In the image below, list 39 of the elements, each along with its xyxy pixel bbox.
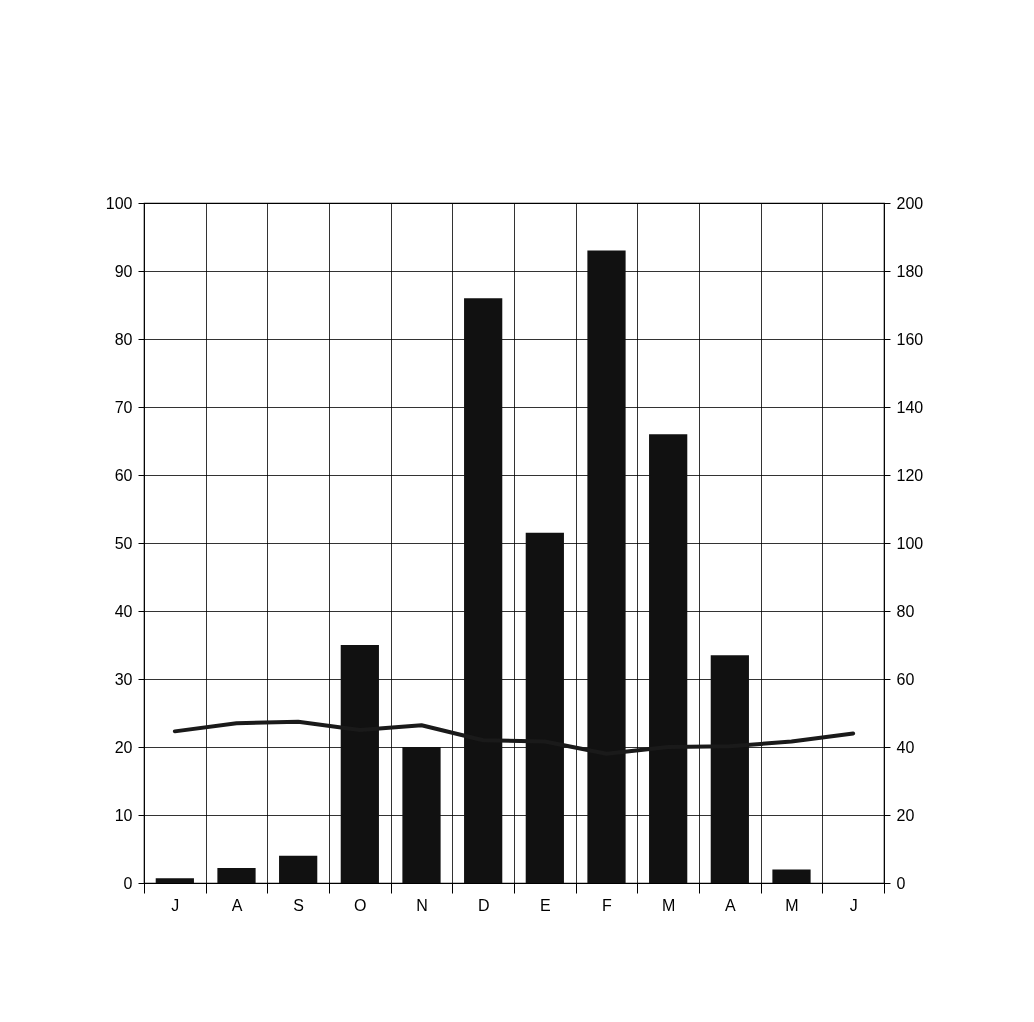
y-tick-label: 70: [114, 398, 133, 416]
y-tick-label: 40: [114, 602, 133, 620]
bar: [279, 855, 318, 883]
y2-tick-label: 160: [896, 330, 924, 348]
x-tick-label: N: [416, 896, 428, 914]
y-tick-label: 60: [114, 466, 133, 484]
y2-tick-label: 140: [896, 398, 924, 416]
y-tick-label: 90: [114, 262, 133, 280]
bar: [402, 747, 441, 883]
y-tick-label: 10: [114, 806, 133, 824]
x-tick-label: F: [602, 896, 613, 914]
y-tick-label: 50: [114, 534, 133, 552]
y2-tick-label: 0: [896, 874, 906, 892]
bar: [217, 868, 256, 883]
x-tick-label: M: [785, 896, 799, 914]
x-tick-label: M: [662, 896, 676, 914]
bar: [772, 869, 811, 883]
x-tick-label: J: [171, 896, 180, 914]
y-tick-label: 20: [114, 738, 133, 756]
y-tick-label: 80: [114, 330, 133, 348]
x-tick-label: O: [354, 896, 367, 914]
y-tick-label: 100: [105, 194, 133, 212]
y2-tick-label: 80: [896, 602, 915, 620]
y2-tick-label: 20: [896, 806, 915, 824]
y2-tick-label: 180: [896, 262, 924, 280]
x-tick-label: A: [231, 896, 243, 914]
x-tick-label: E: [540, 896, 551, 914]
x-tick-label: S: [293, 896, 304, 914]
y2-tick-label: 200: [896, 194, 924, 212]
y2-tick-label: 120: [896, 466, 924, 484]
bar: [155, 878, 194, 883]
y-tick-label: 0: [123, 874, 133, 892]
y2-tick-label: 100: [896, 534, 924, 552]
x-tick-label: D: [477, 896, 490, 914]
x-tick-label: A: [725, 896, 736, 914]
y2-tick-label: 60: [896, 670, 915, 688]
y-tick-label: 30: [114, 670, 133, 688]
y2-tick-label: 40: [896, 738, 915, 756]
x-tick-label: J: [849, 896, 858, 914]
